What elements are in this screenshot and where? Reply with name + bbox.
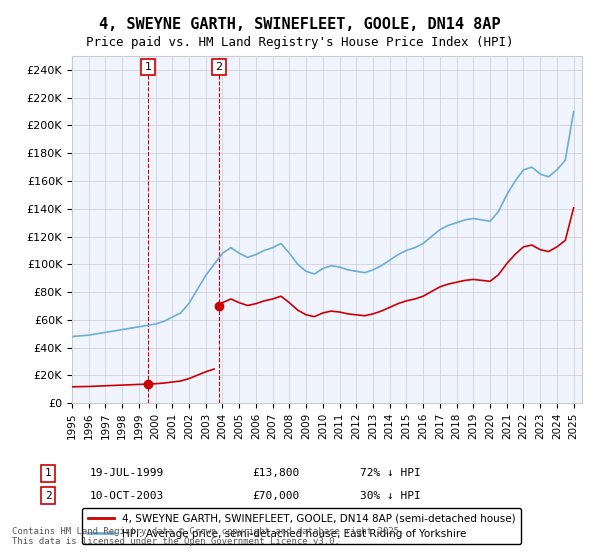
Text: 19-JUL-1999: 19-JUL-1999 [90,468,164,478]
Text: 10-OCT-2003: 10-OCT-2003 [90,491,164,501]
Text: £13,800: £13,800 [252,468,299,478]
Text: 2: 2 [215,62,223,72]
Text: £70,000: £70,000 [252,491,299,501]
Text: 2: 2 [44,491,52,501]
Legend: 4, SWEYNE GARTH, SWINEFLEET, GOOLE, DN14 8AP (semi-detached house), HPI: Average: 4, SWEYNE GARTH, SWINEFLEET, GOOLE, DN14… [82,508,521,544]
Text: 1: 1 [145,62,152,72]
Text: 4, SWEYNE GARTH, SWINEFLEET, GOOLE, DN14 8AP: 4, SWEYNE GARTH, SWINEFLEET, GOOLE, DN14… [99,17,501,32]
Text: Price paid vs. HM Land Registry's House Price Index (HPI): Price paid vs. HM Land Registry's House … [86,36,514,49]
Text: Contains HM Land Registry data © Crown copyright and database right 2025.
This d: Contains HM Land Registry data © Crown c… [12,526,404,546]
Text: 1: 1 [44,468,52,478]
Text: 72% ↓ HPI: 72% ↓ HPI [360,468,421,478]
Text: 30% ↓ HPI: 30% ↓ HPI [360,491,421,501]
